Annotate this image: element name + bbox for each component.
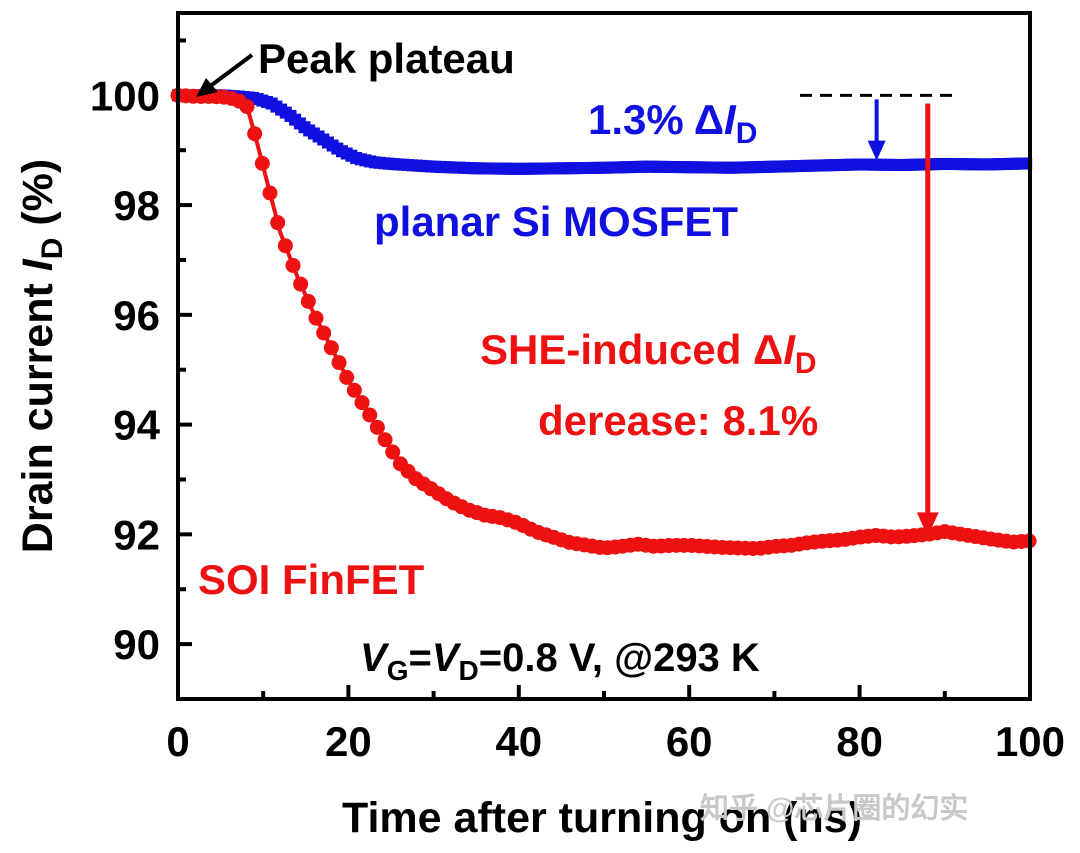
y-tick-label: 90 [113,621,160,668]
mosfet-delta-sub: D [736,117,758,150]
cond-rest: =0.8 V, @293 K [479,636,760,680]
x-tick-label: 40 [495,718,542,765]
data-point [339,369,355,385]
cond-vg: V [360,636,390,680]
she-arrow-head [916,512,939,537]
x-tick-label: 80 [836,718,883,765]
series-finfet [170,87,1037,556]
she-drop-arrow [916,103,939,537]
x-tick-label: 0 [166,718,189,765]
she-label-line2: derease: 8.1% [538,397,818,444]
data-point [377,432,393,448]
data-point [354,395,370,411]
watermark: 知乎 @芯片圈的幻实 [700,791,968,825]
data-point [247,126,263,142]
plot-frame [176,11,1032,701]
she-label-line1: SHE-induced ΔID [480,326,817,380]
mosfet-delta-prefix: 1.3% Δ [588,96,724,143]
data-point [369,419,385,435]
data-point [262,185,278,201]
finfet-series-label: SOI FinFET [198,556,425,603]
mosfet-arrow-head [867,140,886,161]
y-axis-title: Drain current ID (%) [14,159,69,553]
y-tick-label: 98 [113,182,160,229]
data-point [308,310,324,326]
she-line1-italic: I [783,326,796,373]
she-line1-prefix: SHE-induced Δ [480,326,783,373]
x-tick-label: 100 [995,718,1065,765]
y-axis-title-main: Drain current [14,271,62,553]
cond-g-sub: G [387,655,409,686]
mosfet-delta-label: 1.3% ΔID [588,96,757,150]
y-tick-label: 94 [113,402,160,449]
peak-plateau-annotation: Peak plateau [196,35,515,97]
mosfet-series-label: planar Si MOSFET [374,198,738,245]
cond-eq1: = [408,636,431,680]
data-point [285,257,301,273]
data-point [254,155,270,171]
mosfet-delta-italic: I [724,96,737,143]
x-tick-labels: 0 20 40 60 80 100 [166,718,1065,765]
data-point [300,293,316,309]
data-point [385,444,401,460]
cond-d-sub: D [459,655,479,686]
x-axis-title: Time after turning on (ns) [342,794,862,842]
plot-series [170,87,1037,556]
data-point [362,407,378,423]
cond-vd: V [432,636,462,680]
y-axis-title-italic: I [14,258,62,271]
x-tick-label: 20 [325,718,372,765]
she-line1-sub: D [795,347,817,380]
y-axis-title-sub: D [36,238,69,260]
mosfet-drop-arrow [867,99,886,161]
conditions-label: VG=VD=0.8 V, @293 K [360,636,760,686]
data-point [293,276,309,292]
data-point [270,215,286,231]
y-tick-labels: 90 92 94 96 98 100 [90,72,161,668]
data-point [316,325,332,341]
data-point [331,355,347,371]
x-tick-label: 60 [666,718,713,765]
series-mosfet [172,89,1033,175]
y-tick-label: 96 [113,292,160,339]
data-point [277,238,293,254]
y-tick-label: 92 [113,511,160,558]
data-point [346,382,362,398]
y-tick-label: 100 [90,72,160,119]
data-point [239,99,255,115]
y-axis-title-unit: (%) [14,159,62,238]
peak-plateau-arrow-line [203,53,254,92]
peak-plateau-label: Peak plateau [258,35,515,82]
peak-plateau-arrow-head [196,78,218,97]
data-point [323,340,339,356]
